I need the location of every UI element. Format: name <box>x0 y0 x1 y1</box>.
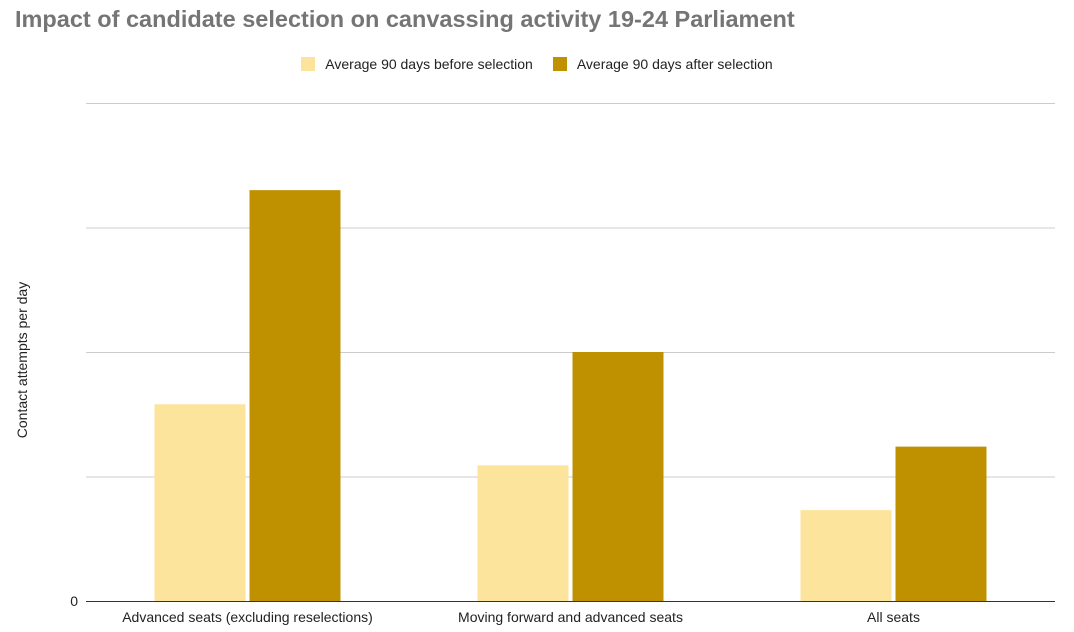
legend-label-after: Average 90 days after selection <box>576 56 773 72</box>
bar-before <box>154 404 246 601</box>
bar-before <box>800 510 892 601</box>
legend-item-after: Average 90 days after selection <box>552 56 773 72</box>
x-tick-label: All seats <box>867 609 920 625</box>
bar-after <box>572 352 664 601</box>
bar-before <box>477 465 569 601</box>
chart-title: Impact of candidate selection on canvass… <box>15 6 795 32</box>
bar-after <box>895 446 987 601</box>
bar-after <box>249 190 341 601</box>
legend-item-before: Average 90 days before selection <box>301 56 533 72</box>
legend-swatch-after <box>552 57 567 71</box>
x-tick-label: Moving forward and advanced seats <box>458 609 683 625</box>
y-tick-label: 0 <box>70 593 78 609</box>
x-tick-label: Advanced seats (excluding reselections) <box>122 609 373 625</box>
legend: Average 90 days before selection Average… <box>0 56 1074 72</box>
legend-swatch-before <box>301 57 316 71</box>
legend-label-before: Average 90 days before selection <box>325 56 533 72</box>
